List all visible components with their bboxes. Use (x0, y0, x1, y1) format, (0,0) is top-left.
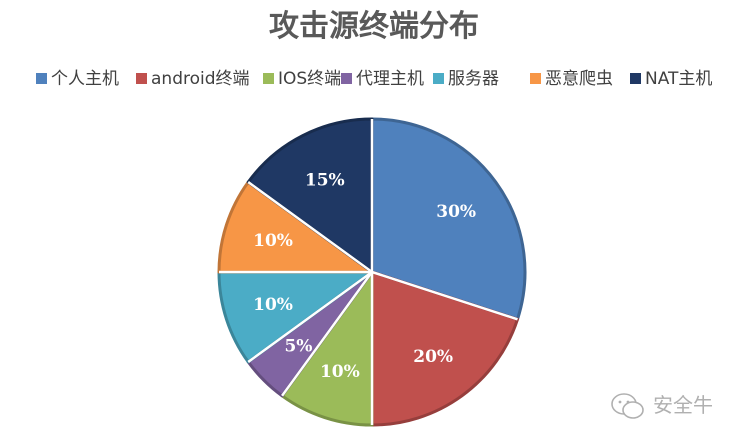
pie-slice (370, 270, 520, 427)
legend-label: android终端 (151, 69, 250, 89)
legend-label: 代理主机 (356, 69, 424, 89)
slice-data-label: 20% (413, 347, 453, 367)
legend-item: android终端 (136, 69, 250, 89)
legend-item: 个人主机 (36, 69, 119, 89)
legend-item: IOS终端 (263, 69, 341, 89)
legend-label: 个人主机 (51, 69, 119, 89)
watermark-text: 安全牛 (653, 393, 713, 417)
legend-item: 服务器 (433, 69, 499, 89)
legend-item: 代理主机 (341, 69, 424, 89)
legend-item: NAT主机 (630, 69, 712, 89)
slice-data-label: 10% (320, 362, 360, 382)
slice-separator (371, 270, 518, 321)
pie-slice (246, 117, 374, 274)
slice-separator (247, 270, 373, 363)
legend-swatch (630, 73, 641, 84)
legend-swatch (530, 73, 541, 84)
legend-swatch (263, 73, 274, 84)
legend: 个人主机 android终端 IOS终端 代理主机 服务器 恶意爬虫 NAT主机 (36, 69, 712, 89)
legend-swatch (433, 73, 444, 84)
pie-slice (217, 180, 374, 274)
legend-label: 服务器 (448, 69, 499, 89)
pie-slice (280, 270, 374, 427)
legend-swatch (136, 73, 147, 84)
slice-data-label: 15% (305, 170, 345, 190)
wechat-icon (611, 393, 644, 419)
pie-slice (217, 270, 374, 364)
legend-item: 恶意爬虫 (530, 69, 613, 89)
watermark: 安全牛 (611, 393, 713, 419)
legend-label: NAT主机 (645, 69, 712, 89)
slice-data-label: 10% (253, 231, 293, 251)
legend-label: 恶意爬虫 (545, 69, 613, 89)
slice-data-label: 10% (253, 295, 293, 315)
legend-swatch (341, 73, 352, 84)
slice-data-label: 5% (284, 337, 312, 357)
data-labels: 30% 20% 10% 5% 10% 10% 15% (253, 170, 476, 382)
legend-swatch (36, 73, 47, 84)
slice-separator (247, 181, 373, 274)
legend-label: IOS终端 (278, 69, 341, 89)
slice-separator (281, 271, 374, 397)
chart-title: 攻击源终端分布 (269, 9, 479, 44)
pie-slice (370, 117, 527, 321)
slice-data-label: 30% (436, 202, 476, 222)
pie-slices (217, 117, 527, 427)
